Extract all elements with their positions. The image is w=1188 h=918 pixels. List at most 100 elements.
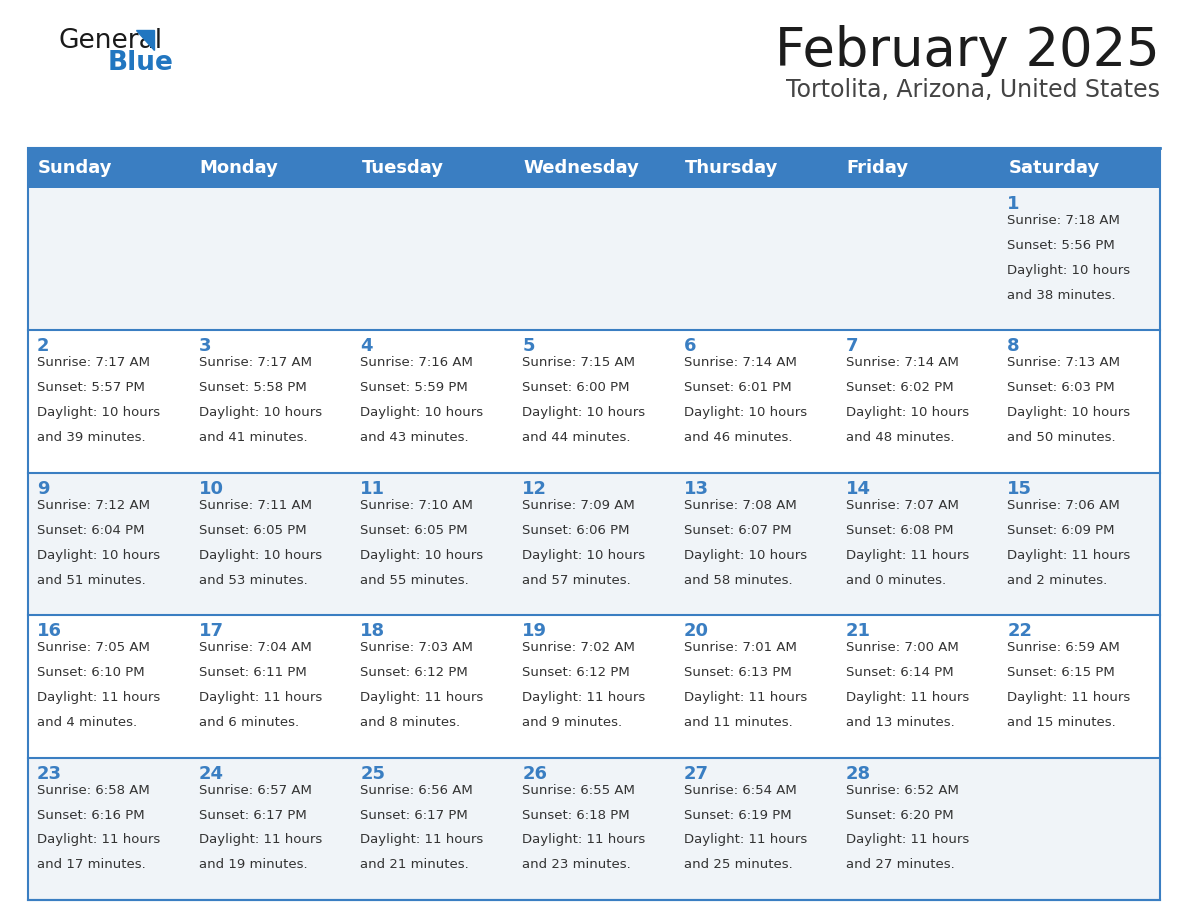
- Text: Sunset: 6:08 PM: Sunset: 6:08 PM: [846, 524, 953, 537]
- Text: Daylight: 11 hours: Daylight: 11 hours: [846, 691, 969, 704]
- Text: Sunrise: 7:14 AM: Sunrise: 7:14 AM: [846, 356, 959, 369]
- Text: 16: 16: [37, 622, 62, 640]
- Text: Sunrise: 7:07 AM: Sunrise: 7:07 AM: [846, 498, 959, 512]
- Text: 24: 24: [198, 765, 223, 783]
- Text: Daylight: 10 hours: Daylight: 10 hours: [684, 549, 807, 562]
- Text: 15: 15: [1007, 480, 1032, 498]
- Text: 1: 1: [1007, 195, 1019, 213]
- Text: Daylight: 11 hours: Daylight: 11 hours: [846, 834, 969, 846]
- Text: and 8 minutes.: and 8 minutes.: [360, 716, 461, 729]
- Text: and 23 minutes.: and 23 minutes.: [523, 858, 631, 871]
- Text: and 0 minutes.: and 0 minutes.: [846, 574, 946, 587]
- Text: Sunrise: 6:57 AM: Sunrise: 6:57 AM: [198, 784, 311, 797]
- Text: Daylight: 10 hours: Daylight: 10 hours: [523, 407, 645, 420]
- Text: Sunrise: 7:06 AM: Sunrise: 7:06 AM: [1007, 498, 1120, 512]
- Text: 25: 25: [360, 765, 385, 783]
- Text: Daylight: 10 hours: Daylight: 10 hours: [198, 549, 322, 562]
- Text: 9: 9: [37, 480, 50, 498]
- Text: Daylight: 10 hours: Daylight: 10 hours: [846, 407, 968, 420]
- Text: Sunset: 6:05 PM: Sunset: 6:05 PM: [198, 524, 307, 537]
- Text: Sunset: 6:12 PM: Sunset: 6:12 PM: [360, 666, 468, 679]
- Text: 5: 5: [523, 338, 535, 355]
- Text: Daylight: 10 hours: Daylight: 10 hours: [37, 407, 160, 420]
- Text: Sunset: 6:14 PM: Sunset: 6:14 PM: [846, 666, 953, 679]
- Text: and 25 minutes.: and 25 minutes.: [684, 858, 792, 871]
- Text: Daylight: 11 hours: Daylight: 11 hours: [37, 834, 160, 846]
- Text: and 43 minutes.: and 43 minutes.: [360, 431, 469, 444]
- Text: 28: 28: [846, 765, 871, 783]
- Text: Sunset: 6:15 PM: Sunset: 6:15 PM: [1007, 666, 1116, 679]
- Text: Sunset: 5:58 PM: Sunset: 5:58 PM: [198, 381, 307, 395]
- Text: and 6 minutes.: and 6 minutes.: [198, 716, 299, 729]
- Text: Sunrise: 7:14 AM: Sunrise: 7:14 AM: [684, 356, 797, 369]
- Text: 23: 23: [37, 765, 62, 783]
- Text: Sunrise: 7:17 AM: Sunrise: 7:17 AM: [198, 356, 311, 369]
- Text: 20: 20: [684, 622, 709, 640]
- Text: Sunset: 6:05 PM: Sunset: 6:05 PM: [360, 524, 468, 537]
- Text: Sunrise: 7:05 AM: Sunrise: 7:05 AM: [37, 641, 150, 655]
- Text: Daylight: 11 hours: Daylight: 11 hours: [846, 549, 969, 562]
- Text: and 27 minutes.: and 27 minutes.: [846, 858, 954, 871]
- Text: and 11 minutes.: and 11 minutes.: [684, 716, 792, 729]
- Text: Daylight: 10 hours: Daylight: 10 hours: [360, 549, 484, 562]
- Text: and 38 minutes.: and 38 minutes.: [1007, 289, 1116, 302]
- Text: Sunset: 5:57 PM: Sunset: 5:57 PM: [37, 381, 145, 395]
- Text: Sunset: 6:20 PM: Sunset: 6:20 PM: [846, 809, 953, 822]
- Text: Sunrise: 6:56 AM: Sunrise: 6:56 AM: [360, 784, 473, 797]
- Text: Sunset: 6:00 PM: Sunset: 6:00 PM: [523, 381, 630, 395]
- Text: Daylight: 11 hours: Daylight: 11 hours: [37, 691, 160, 704]
- Text: Sunset: 6:16 PM: Sunset: 6:16 PM: [37, 809, 145, 822]
- Text: Sunset: 6:09 PM: Sunset: 6:09 PM: [1007, 524, 1114, 537]
- Text: Sunset: 6:19 PM: Sunset: 6:19 PM: [684, 809, 791, 822]
- Text: Sunset: 6:12 PM: Sunset: 6:12 PM: [523, 666, 630, 679]
- Text: Sunrise: 6:55 AM: Sunrise: 6:55 AM: [523, 784, 636, 797]
- Text: Sunset: 6:17 PM: Sunset: 6:17 PM: [198, 809, 307, 822]
- Text: Daylight: 10 hours: Daylight: 10 hours: [1007, 407, 1131, 420]
- Text: 2: 2: [37, 338, 50, 355]
- Text: Sunrise: 7:13 AM: Sunrise: 7:13 AM: [1007, 356, 1120, 369]
- Text: 18: 18: [360, 622, 386, 640]
- Text: 19: 19: [523, 622, 548, 640]
- Text: Sunrise: 7:18 AM: Sunrise: 7:18 AM: [1007, 214, 1120, 227]
- Text: Tuesday: Tuesday: [361, 159, 443, 177]
- Text: Sunrise: 6:54 AM: Sunrise: 6:54 AM: [684, 784, 797, 797]
- Text: 17: 17: [198, 622, 223, 640]
- Text: Sunset: 6:04 PM: Sunset: 6:04 PM: [37, 524, 145, 537]
- Text: Sunrise: 7:11 AM: Sunrise: 7:11 AM: [198, 498, 311, 512]
- Text: Sunset: 6:03 PM: Sunset: 6:03 PM: [1007, 381, 1114, 395]
- Text: Sunset: 6:10 PM: Sunset: 6:10 PM: [37, 666, 145, 679]
- Text: Daylight: 10 hours: Daylight: 10 hours: [198, 407, 322, 420]
- Text: Monday: Monday: [200, 159, 279, 177]
- Text: Sunrise: 7:17 AM: Sunrise: 7:17 AM: [37, 356, 150, 369]
- Text: and 41 minutes.: and 41 minutes.: [198, 431, 308, 444]
- Text: 8: 8: [1007, 338, 1020, 355]
- Text: General: General: [58, 28, 162, 54]
- Text: 12: 12: [523, 480, 548, 498]
- Text: 7: 7: [846, 338, 858, 355]
- Text: Sunset: 6:17 PM: Sunset: 6:17 PM: [360, 809, 468, 822]
- Text: Saturday: Saturday: [1009, 159, 1100, 177]
- Text: 4: 4: [360, 338, 373, 355]
- Text: and 50 minutes.: and 50 minutes.: [1007, 431, 1116, 444]
- Text: and 46 minutes.: and 46 minutes.: [684, 431, 792, 444]
- Text: Daylight: 10 hours: Daylight: 10 hours: [1007, 263, 1131, 277]
- Text: Sunrise: 7:01 AM: Sunrise: 7:01 AM: [684, 641, 797, 655]
- Text: Sunday: Sunday: [38, 159, 113, 177]
- Text: Tortolita, Arizona, United States: Tortolita, Arizona, United States: [786, 78, 1159, 102]
- Text: Sunset: 5:56 PM: Sunset: 5:56 PM: [1007, 239, 1116, 252]
- Bar: [29, 473, 1159, 615]
- Text: and 44 minutes.: and 44 minutes.: [523, 431, 631, 444]
- Text: and 39 minutes.: and 39 minutes.: [37, 431, 146, 444]
- Bar: [29, 148, 1159, 188]
- Text: Sunset: 5:59 PM: Sunset: 5:59 PM: [360, 381, 468, 395]
- Text: and 53 minutes.: and 53 minutes.: [198, 574, 308, 587]
- Text: Sunset: 6:18 PM: Sunset: 6:18 PM: [523, 809, 630, 822]
- Text: Thursday: Thursday: [684, 159, 778, 177]
- Text: Sunrise: 7:03 AM: Sunrise: 7:03 AM: [360, 641, 473, 655]
- Text: Daylight: 11 hours: Daylight: 11 hours: [1007, 691, 1131, 704]
- Text: 13: 13: [684, 480, 709, 498]
- Text: and 9 minutes.: and 9 minutes.: [523, 716, 623, 729]
- Text: and 48 minutes.: and 48 minutes.: [846, 431, 954, 444]
- Text: Sunset: 6:06 PM: Sunset: 6:06 PM: [523, 524, 630, 537]
- Text: 27: 27: [684, 765, 709, 783]
